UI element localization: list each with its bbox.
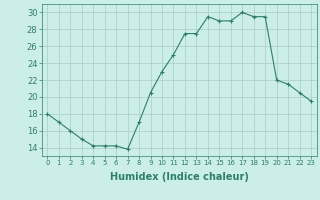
X-axis label: Humidex (Indice chaleur): Humidex (Indice chaleur)	[110, 172, 249, 182]
